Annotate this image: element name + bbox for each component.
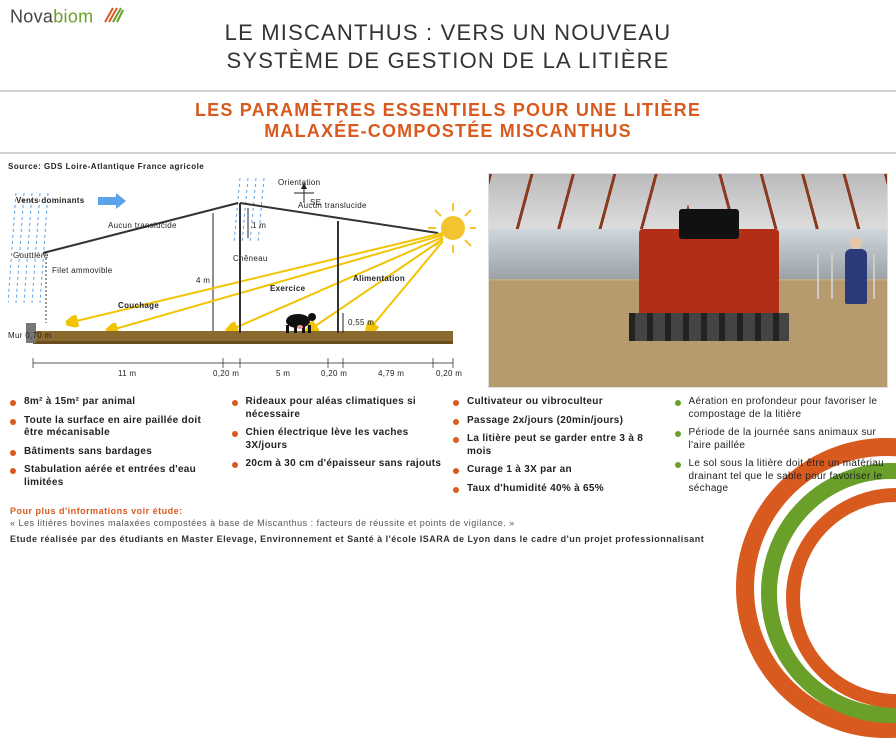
label-055m: 0,55 m — [348, 318, 374, 327]
bullets-col3: Cultivateur ou vibroculteur Passage 2x/jo… — [453, 396, 665, 502]
label-cheneau: Chêneau — [233, 254, 268, 263]
label-alimentation: Alimentation — [353, 274, 405, 283]
list-item: Aération en profondeur pour favoriser le… — [675, 396, 887, 421]
list-item: Curage 1 à 3X par an — [453, 464, 665, 477]
dim-020a: 0,20 m — [213, 369, 239, 378]
subtitle-line2: MALAXÉE-COMPOSTÉE MISCANTHUS — [0, 121, 896, 142]
list-item: Passage 2x/jours (20min/jours) — [453, 415, 665, 428]
label-gouttiere: Gouttière — [13, 251, 49, 260]
brand-name-part1: Nova — [10, 6, 53, 26]
list-item: Toute la surface en aire paillée doit êt… — [10, 415, 222, 440]
dim-020b: 0,20 m — [321, 369, 347, 378]
tractor-icon — [639, 229, 779, 319]
label-translucide-2: Aucun translucide — [298, 201, 367, 210]
list-item: Rideaux pour aléas climatiques si nécess… — [232, 396, 444, 421]
dim-479: 4,79 m — [378, 369, 404, 378]
label-filet: Filet ammovible — [52, 266, 113, 275]
label-couchage: Couchage — [118, 301, 159, 310]
brand-logo: Novabiom — [10, 6, 125, 29]
main-title-line2: SYSTÈME DE GESTION DE LA LITIÈRE — [0, 46, 896, 74]
media-row: Vents dominants Aucun translucide Goutti… — [0, 173, 896, 388]
label-vents: Vents dominants — [16, 196, 85, 205]
brand-name-part2: biom — [53, 6, 93, 26]
list-item: Chien électrique lève les vaches 3X/jour… — [232, 427, 444, 452]
list-item: Bâtiments sans bardages — [10, 446, 222, 459]
list-item: La litière peut se garder entre 3 à 8 mo… — [453, 433, 665, 458]
bullets-col4: Aération en profondeur pour favoriser le… — [675, 396, 887, 502]
label-orientation: Orientation — [278, 178, 320, 187]
dim-020c: 0,20 m — [436, 369, 462, 378]
subtitle-line1: LES PARAMÈTRES ESSENTIELS POUR UNE LITIÈ… — [0, 100, 896, 121]
diagram-source: Source: GDS Loire-Atlantique France agri… — [8, 162, 896, 171]
subtitle-bar: LES PARAMÈTRES ESSENTIELS POUR UNE LITIÈ… — [0, 90, 896, 154]
label-exercice: Exercice — [270, 284, 306, 293]
person-icon — [845, 249, 867, 304]
dim-5m: 5 m — [276, 369, 290, 378]
barn-photo — [488, 173, 888, 388]
list-item: Période de la journée sans animaux sur l… — [675, 427, 887, 452]
dim-11m: 11 m — [118, 369, 136, 378]
bullets-col2: Rideaux pour aléas climatiques si nécess… — [232, 396, 444, 502]
list-item: 20cm à 30 cm d'épaisseur sans rajouts — [232, 458, 444, 471]
svg-text:SE: SE — [310, 198, 321, 207]
brand-leaf-icon — [103, 6, 125, 29]
label-translucide-1: Aucun translucide — [108, 221, 177, 230]
bullet-columns: 8m² à 15m² par animal Toute la surface en… — [0, 388, 896, 502]
main-title-line1: LE MISCANTHUS : VERS UN NOUVEAU — [0, 0, 896, 46]
list-item: Le sol sous la litière doit être un maté… — [675, 458, 887, 496]
building-diagram: Vents dominants Aucun translucide Goutti… — [8, 173, 478, 388]
list-item: Taux d'humidité 40% à 65% — [453, 483, 665, 496]
bullets-col1: 8m² à 15m² par animal Toute la surface en… — [10, 396, 222, 502]
label-mur: Mur 0,70 m — [8, 331, 51, 340]
list-item: 8m² à 15m² par animal — [10, 396, 222, 409]
label-4m: 4 m — [196, 276, 210, 285]
list-item: Cultivateur ou vibroculteur — [453, 396, 665, 409]
label-1m: 1 m — [252, 221, 266, 230]
list-item: Stabulation aérée et entrées d'eau limit… — [10, 464, 222, 489]
